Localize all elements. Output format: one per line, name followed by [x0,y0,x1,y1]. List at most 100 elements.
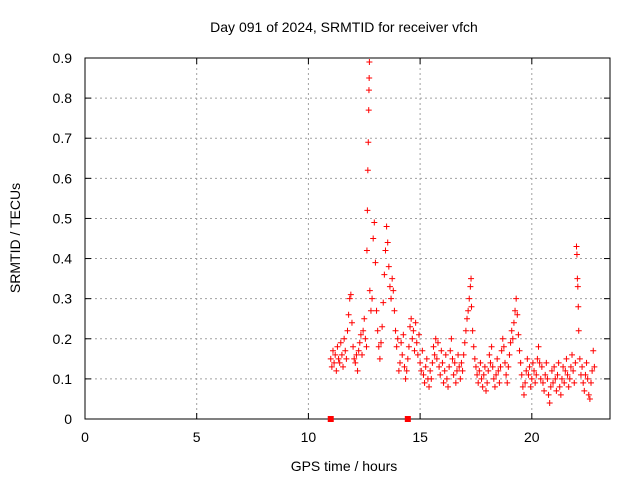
data-point [366,287,373,294]
data-point [478,375,485,382]
data-point [531,367,538,374]
data-point [484,379,491,386]
data-point [584,375,591,382]
data-point [380,299,387,306]
data-point [399,351,406,358]
data-point [589,367,596,374]
data-point [383,223,390,230]
data-point [438,347,445,354]
data-point [370,235,377,242]
data-point [366,75,373,82]
data-point [508,327,515,334]
y-tick-label: 0.6 [53,170,73,186]
x-tick-label: 5 [193,429,201,445]
data-point [479,383,486,390]
data-point [502,359,508,366]
data-point [544,375,551,382]
data-point [483,387,490,394]
data-point [467,283,474,290]
data-point [388,295,395,302]
data-point [574,283,581,290]
data-point [328,363,335,370]
data-point [384,239,391,246]
data-point [437,371,444,378]
data-point [471,355,478,362]
data-point [364,167,371,174]
data-point [538,363,545,370]
data-point [495,367,502,374]
y-tick-label: 0.7 [53,130,73,146]
data-point [588,379,595,386]
data-point [500,343,507,350]
data-point [356,339,363,346]
data-point [461,339,468,346]
data-point [543,359,550,366]
data-point [390,287,397,294]
data-point [365,107,372,114]
x-tick-label: 20 [524,429,540,445]
data-point [431,351,438,358]
data-point [360,327,367,334]
y-tick-label: 0.1 [53,371,73,387]
data-point [445,383,452,390]
data-point [448,335,455,342]
data-point [395,367,402,374]
data-point [574,275,581,282]
data-point [494,355,501,362]
data-point [557,391,564,398]
y-tick-label: 0.4 [53,251,73,267]
data-point [486,351,493,358]
data-point [466,295,473,302]
data-point [512,307,519,314]
data-point [391,307,398,314]
data-point [449,355,456,362]
data-point [350,343,357,350]
data-point [327,355,334,362]
data-point [525,371,532,378]
data-point [428,375,435,382]
zero-marker [404,416,411,422]
zero-marker [327,416,334,422]
data-point [586,395,593,402]
data-point [347,291,354,298]
data-point [434,339,441,346]
data-point [453,367,460,374]
data-points [327,59,598,406]
data-point [507,339,514,346]
data-point [555,359,562,366]
data-point [575,327,582,334]
data-point [493,371,500,378]
data-point [517,359,524,366]
data-point [569,351,576,358]
data-point [553,387,560,394]
data-point [417,359,424,366]
data-point [409,335,416,342]
data-point [373,307,380,314]
data-point [566,375,573,382]
data-point [556,383,563,390]
data-point [414,351,421,358]
data-point [436,363,443,370]
grid-lines [85,58,610,419]
data-point [455,351,462,358]
data-point [526,363,533,370]
data-point [481,363,488,370]
data-point [462,327,469,334]
x-axis-ticks: 0 5 10 15 20 [81,58,540,445]
data-point [348,319,355,326]
data-point [509,335,516,342]
data-point [573,251,580,258]
data-point [338,351,345,358]
data-point [346,295,353,302]
data-point [542,371,549,378]
data-point [563,355,570,362]
data-point [528,375,535,382]
data-point [527,383,534,390]
y-tick-label: 0.3 [53,291,73,307]
data-point [520,391,527,398]
data-point [407,323,414,330]
data-point [426,383,433,390]
data-point [372,259,379,266]
data-point [364,207,371,214]
data-point [446,363,453,370]
